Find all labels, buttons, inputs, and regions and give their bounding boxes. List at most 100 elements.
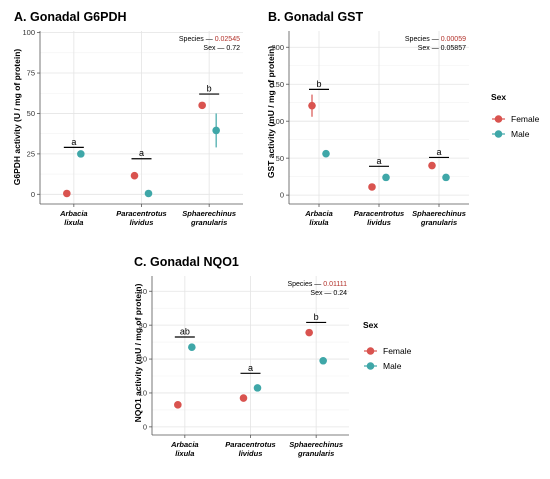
x-tick-label: Paracentrotus [116,209,166,218]
y-tick-label: 10 [139,389,147,398]
legend-key-female [494,115,503,123]
y-axis-label: NQO1 activity (mU / mg of protein) [133,283,143,422]
data-point-male [212,126,220,135]
data-point-female [368,183,376,191]
x-tick-label: lividus [130,218,154,227]
significance-label: a [436,147,441,157]
species-annotation: Species — 0.00059 [405,36,466,43]
significance-label: ab [180,327,190,337]
data-point-male [253,384,262,392]
chart-title: A. Gonadal G6PDH [14,10,127,24]
y-axis-label: GST activity (mU / mg of protein) [266,46,276,178]
y-tick-label: 50 [276,154,284,163]
data-point-male [319,356,327,365]
significance-marks: b a a [309,79,449,167]
significance-label: a [248,363,253,373]
data-point-female [239,394,248,402]
significance-label: b [207,84,212,94]
data-point-male [188,343,196,351]
data-point-female [198,101,206,110]
chart-title: C. Gonadal NQO1 [134,255,239,269]
grid [289,31,469,204]
x-tick-label: lixula [64,218,83,227]
data-points [308,101,450,191]
y-tick-label: 100 [271,117,284,126]
legend-title: Sex [363,320,378,330]
y-tick-label: 200 [271,43,284,52]
data-point-female [174,401,182,409]
significance-label: a [139,148,144,158]
legend-bottom: Sex Female Male [363,320,412,371]
data-point-female [428,161,436,170]
data-point-male [77,150,85,158]
legend-key-male [366,362,375,370]
panel-nqo1: C. Gonadal NQO1 NQO1 activity (mU / mg o… [133,255,349,458]
data-points [63,101,220,198]
grid [40,31,243,204]
x-tick-label: lividus [239,449,263,458]
sex-annotation: Sex — 0.24 [310,290,347,297]
y-tick-label: 0 [280,191,284,200]
significance-label: a [376,156,381,166]
legend-label-male: Male [383,361,402,371]
y-tick-label: 30 [139,321,147,330]
x-tick-label: Sphaerechinus [289,440,343,449]
data-point-female [130,171,139,180]
data-point-female [305,328,313,337]
significance-label: a [71,137,76,147]
data-point-female [308,101,316,110]
y-tick-label: 100 [22,28,35,37]
legend-title: Sex [491,92,506,102]
sex-annotation: Sex — 0.72 [203,45,240,52]
significance-label: b [314,312,319,322]
legend-key-male [494,130,503,138]
panel-g6pdh: A. Gonadal G6PDH G6PDH activity (U / mg … [12,10,243,227]
x-tick-label: Sphaerechinus [412,209,466,218]
y-tick-label: 150 [271,80,284,89]
grid [152,276,349,435]
species-annotation: Species — 0.01111 [287,281,347,288]
data-point-male [442,173,450,182]
x-tick-label: granularis [297,449,334,458]
y-tick-label: 25 [27,149,35,158]
significance-label: b [316,79,321,89]
y-axis-label: G6PDH activity (U / mg of protein) [12,49,22,186]
x-tick-label: Sphaerechinus [182,209,236,218]
y-tick-label: 20 [139,355,147,364]
y-tick-label: 50 [27,109,35,118]
x-tick-label: lixula [309,218,328,227]
legend-top: Sex Female Male [491,92,540,139]
x-tick-label: Paracentrotus [225,440,275,449]
y-tick-label: 75 [27,69,35,78]
data-points [174,328,327,409]
x-tick-label: Arbacia [59,209,88,218]
significance-marks: a a b [63,84,220,160]
legend-key-female [366,347,375,355]
chart-title: B. Gonadal GST [268,10,364,24]
data-point-male [382,173,390,182]
x-tick-label: Arbacia [304,209,333,218]
species-annotation: Species — 0.02545 [179,36,240,43]
x-tick-label: lixula [175,449,194,458]
y-tick-label: 40 [139,287,147,296]
data-point-female [63,189,71,198]
panel-gst: B. Gonadal GST GST activity (mU / mg of … [266,10,469,227]
sex-annotation: Sex — 0.05857 [418,45,466,52]
y-tick-label: 0 [31,190,35,199]
x-tick-label: Arbacia [170,440,199,449]
y-tick-label: 0 [143,422,147,431]
legend-label-male: Male [511,129,530,139]
x-tick-label: lividus [367,218,391,227]
data-point-male [322,149,330,158]
data-point-male [144,189,153,198]
x-tick-label: granularis [190,218,227,227]
x-tick-label: granularis [420,218,457,227]
legend-label-female: Female [511,114,540,124]
legend-label-female: Female [383,346,412,356]
x-tick-label: Paracentrotus [354,209,404,218]
